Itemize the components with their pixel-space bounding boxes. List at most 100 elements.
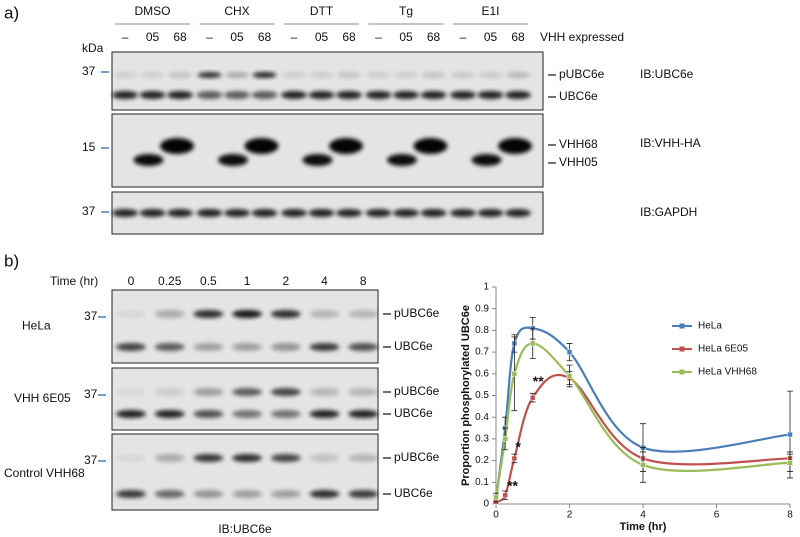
group-label: CHX: [224, 4, 249, 18]
band: [477, 209, 504, 217]
band: [270, 388, 301, 396]
band: [167, 209, 193, 217]
band-label: UBC6e: [394, 486, 433, 500]
band: [348, 388, 379, 396]
y-tick-label: 0.7: [475, 347, 489, 358]
lane-label: –: [460, 30, 467, 44]
row-label: HeLa: [22, 319, 51, 333]
point: [493, 494, 499, 501]
band: [348, 343, 379, 351]
legend-label: HeLa 6E05: [698, 344, 748, 355]
band: [270, 410, 301, 418]
band: [393, 91, 419, 99]
y-tick-label: 0.8: [475, 325, 489, 336]
group-label: Tg: [399, 4, 413, 18]
band: [421, 72, 446, 78]
band: [308, 209, 335, 217]
band: [309, 310, 340, 318]
x-tick-label: 0: [493, 510, 499, 521]
x-tick-label: 2: [567, 510, 573, 521]
band: [139, 209, 166, 217]
band: [506, 72, 530, 78]
marker-label: 15: [82, 140, 96, 154]
band: [232, 410, 263, 418]
band: [270, 490, 301, 498]
band: [282, 72, 306, 78]
band-label: pUBC6e: [394, 384, 440, 398]
lane-label: –: [122, 30, 129, 44]
time-label: Time (hr): [50, 274, 98, 288]
point: [787, 460, 793, 466]
band: [329, 138, 363, 154]
band: [193, 388, 224, 396]
band: [140, 72, 165, 78]
band: [112, 91, 138, 99]
x-tick-label: 4: [640, 510, 646, 521]
y-tick-label: 0.5: [475, 390, 489, 401]
lane-label: 05: [315, 30, 329, 44]
lane-label: 05: [230, 30, 244, 44]
marker-label: 37: [84, 453, 98, 467]
antibody-label: IB:VHH-HA: [640, 136, 701, 150]
band: [251, 91, 278, 99]
band: [113, 72, 137, 78]
annotation: **: [533, 373, 544, 389]
band: [116, 410, 146, 418]
panel-label: b): [4, 251, 19, 270]
lane-label: 68: [427, 30, 441, 44]
point: [502, 492, 508, 499]
band: [218, 154, 248, 166]
band: [225, 72, 249, 78]
band: [116, 388, 146, 396]
band: [309, 388, 340, 396]
band: [450, 209, 476, 217]
band: [270, 310, 301, 318]
annotation: **: [507, 477, 518, 493]
band-label: VHH05: [559, 155, 598, 169]
marker-label: 37: [84, 309, 98, 323]
group-label: DMSO: [135, 4, 171, 18]
band: [366, 72, 391, 78]
blot: [111, 289, 379, 364]
point: [530, 394, 536, 401]
point: [566, 349, 573, 355]
panel-label: a): [4, 3, 19, 22]
marker-label: 37: [82, 204, 96, 218]
band: [196, 209, 223, 217]
band: [281, 91, 307, 99]
band: [302, 154, 333, 166]
lane-label: –: [206, 30, 213, 44]
band: [224, 91, 250, 99]
band: [193, 410, 224, 418]
band: [168, 72, 192, 78]
band: [365, 209, 392, 217]
band: [112, 209, 138, 217]
point: [787, 431, 793, 438]
time-tick: 8: [360, 274, 367, 288]
band: [232, 454, 263, 462]
time-tick: 1: [244, 274, 251, 288]
point: [640, 462, 646, 468]
band: [477, 91, 504, 99]
point: [566, 373, 573, 379]
band: [281, 209, 307, 217]
band: [116, 490, 146, 498]
band: [387, 154, 417, 166]
series-line: [494, 342, 791, 498]
band: [505, 209, 531, 217]
band: [451, 72, 475, 78]
group-label: DTT: [310, 4, 334, 18]
band: [116, 310, 146, 318]
antibody-label: IB:UBC6e: [640, 67, 694, 81]
y-tick-label: 1: [483, 282, 489, 293]
lane-label: 05: [484, 30, 498, 44]
legend-marker: [679, 369, 685, 375]
band: [154, 310, 185, 318]
time-tick: 0.5: [200, 274, 217, 288]
y-tick-label: 0.4: [475, 412, 489, 423]
legend-label: HeLa VHH68: [698, 367, 757, 378]
band: [309, 343, 340, 351]
row-label: Control VHH68: [4, 466, 85, 480]
band: [154, 388, 185, 396]
